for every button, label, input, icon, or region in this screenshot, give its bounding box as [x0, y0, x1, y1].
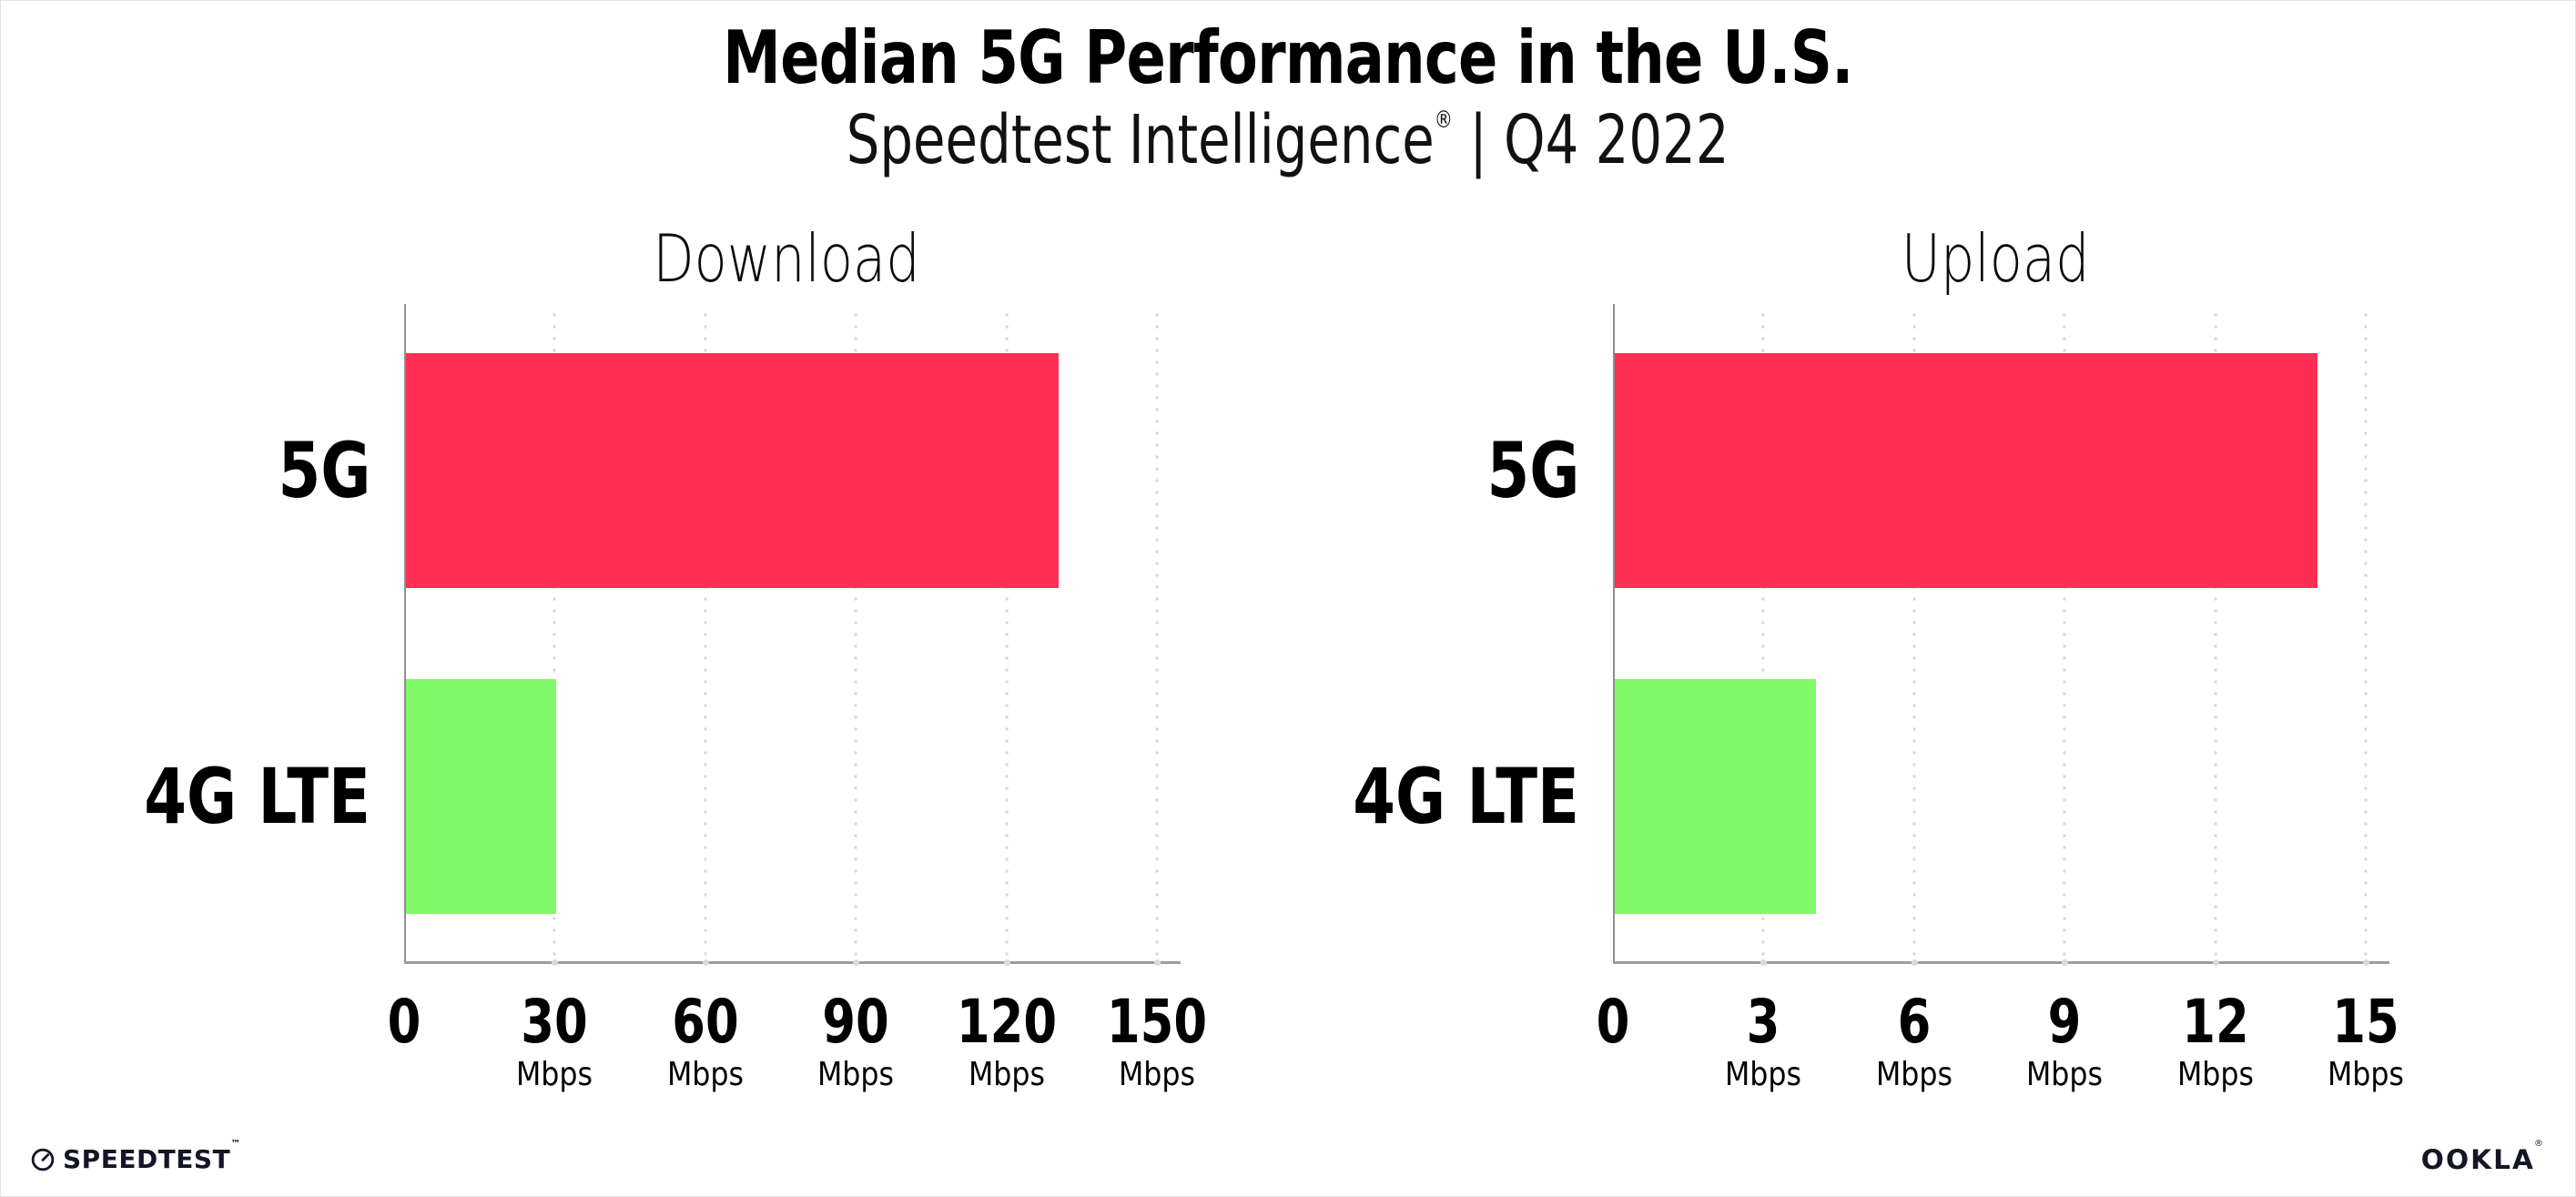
chart-title: Download	[653, 220, 920, 297]
x-tick-label-12: 12	[2181, 987, 2249, 1057]
x-tick-unit-label: Mbps	[1725, 1056, 1802, 1093]
x-tick-label-90: 90	[822, 987, 889, 1057]
category-label-5g: 5G	[1486, 426, 1579, 515]
gridline-12-mbps	[2213, 309, 2217, 961]
axis-tick-dot	[702, 959, 709, 966]
x-tick-label-15: 15	[2332, 987, 2399, 1057]
bar-5g	[1615, 353, 2317, 588]
bar-5g	[406, 353, 1059, 588]
category-label-5g: 5G	[278, 426, 370, 515]
gridline-3-mbps	[1761, 309, 1766, 961]
x-tick-unit-label: Mbps	[2026, 1056, 2104, 1093]
x-tick-label-0: 0	[1596, 987, 1630, 1057]
gridline-90-mbps	[854, 309, 858, 961]
axis-tick-dot	[853, 959, 860, 966]
axis-tick-dot	[2062, 959, 2069, 966]
page-title: Median 5G Performance in the U.S.	[723, 15, 1853, 100]
ookla-logo: OOKLA®	[2421, 1139, 2543, 1175]
speedtest-logo: SPEEDTEST™	[31, 1138, 241, 1174]
registered-mark: ®	[1435, 107, 1454, 134]
x-tick-unit-label: Mbps	[2327, 1056, 2405, 1093]
axis-tick-dot	[2363, 959, 2369, 966]
x-tick-label-3: 3	[1747, 987, 1780, 1057]
speedtest-gauge-icon	[31, 1148, 55, 1171]
y-axis-line	[404, 304, 406, 961]
gridline-120-mbps	[1004, 309, 1009, 961]
gridline-150-mbps	[1155, 309, 1159, 961]
chart-title: Upload	[1901, 220, 2090, 297]
x-tick-label-9: 9	[2047, 987, 2082, 1057]
axis-tick-dot	[1154, 959, 1161, 966]
x-axis-line	[404, 961, 1181, 964]
axis-tick-dot	[1760, 959, 1768, 966]
upload-chart: Upload 5G 4G LTE 0 3 Mbps 6 Mbps 9 Mbps 12 Mbps 15 M…	[1353, 220, 2404, 1093]
axis-tick-dot	[552, 959, 559, 966]
x-tick-unit-label: Mbps	[968, 1056, 1045, 1093]
category-label-4g-lte: 4G LTE	[144, 752, 370, 841]
ookla-wordmark: OOKLA	[2421, 1144, 2536, 1175]
bar-4g-lte	[406, 679, 557, 914]
speedtest-wordmark: SPEEDTEST™	[63, 1138, 241, 1174]
subtitle-brand: Speedtest Intelligence	[847, 101, 1435, 179]
x-tick-unit-label: Mbps	[2176, 1056, 2254, 1093]
gridline-60-mbps	[703, 309, 707, 961]
page-subtitle: Speedtest Intelligence® | Q4 2022	[1, 101, 2575, 179]
x-tick-unit-label: Mbps	[666, 1056, 744, 1093]
gridline-15-mbps	[2364, 309, 2368, 961]
x-tick-unit-label: Mbps	[817, 1056, 895, 1093]
x-tick-label-30: 30	[521, 987, 589, 1057]
gridline-30-mbps	[553, 309, 557, 961]
axis-tick-dot	[1911, 959, 1918, 966]
x-tick-unit-label: Mbps	[516, 1056, 593, 1093]
trademark-symbol: ™	[230, 1138, 241, 1150]
x-tick-label-120: 120	[956, 987, 1057, 1057]
axis-tick-dot	[2212, 959, 2219, 966]
subtitle-period: | Q4 2022	[1453, 101, 1729, 179]
x-tick-unit-label: Mbps	[1118, 1056, 1196, 1093]
x-tick-label-0: 0	[387, 987, 421, 1057]
x-tick-label-6: 6	[1897, 987, 1932, 1057]
registered-symbol: ®	[2534, 1139, 2543, 1149]
gridline-6-mbps	[1912, 309, 1916, 961]
x-tick-label-60: 60	[672, 987, 739, 1057]
axis-tick-dot	[1003, 959, 1010, 966]
category-label-4g-lte: 4G LTE	[1353, 752, 1579, 841]
x-tick-label-150: 150	[1106, 987, 1208, 1057]
gridline-9-mbps	[2063, 309, 2067, 961]
x-axis-line	[1613, 961, 2389, 964]
y-axis-line	[1613, 304, 1615, 961]
bar-4g-lte	[1615, 679, 1816, 914]
x-tick-unit-label: Mbps	[1875, 1056, 1952, 1093]
download-chart: Download 5G 4G LTE 0 30 Mbps 60 Mbps 90 Mbps 120 M…	[144, 220, 1207, 1093]
